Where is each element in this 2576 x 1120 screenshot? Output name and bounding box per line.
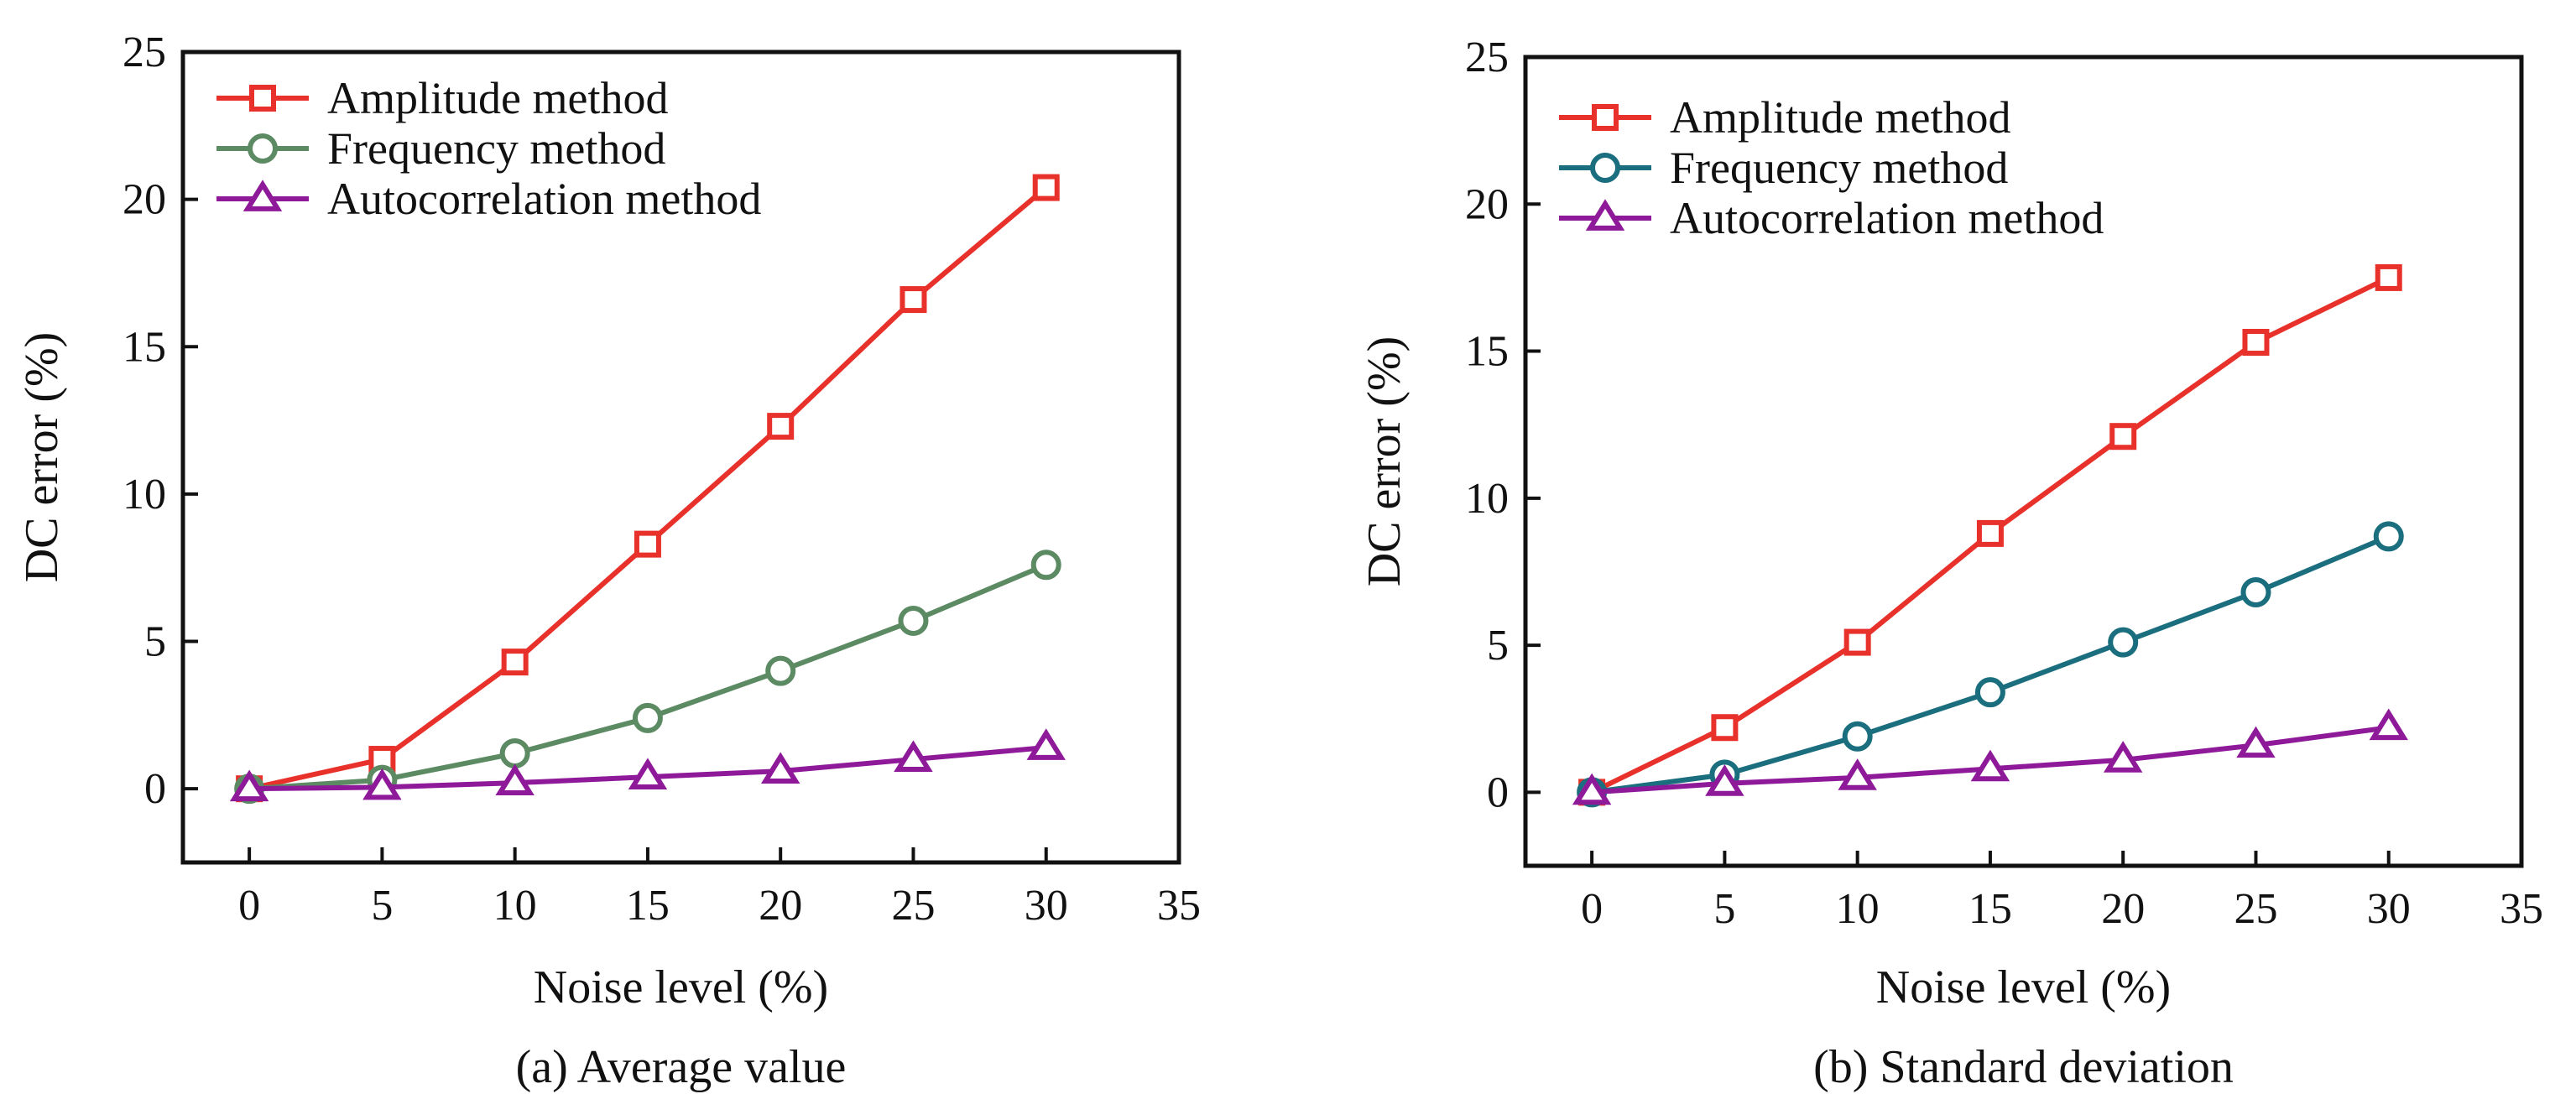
data-point	[2103, 741, 2143, 773]
y-tick-label: 0	[1487, 768, 1509, 816]
data-point	[1842, 721, 1873, 752]
y-tick-label: 10	[123, 471, 166, 518]
data-point	[499, 738, 530, 769]
data-point	[1705, 764, 1744, 796]
y-tick-label: 15	[123, 323, 166, 371]
legend-marker	[1585, 199, 1625, 231]
series-autocorrelation-method	[1572, 708, 2408, 805]
data-point	[1030, 550, 1061, 581]
x-tick-label: 25	[891, 882, 935, 930]
series-line	[248, 185, 1048, 792]
y-tick-label: 15	[1465, 328, 1509, 376]
series-amplitude-method	[236, 174, 1060, 803]
x-tick-label: 25	[2234, 885, 2277, 933]
series-amplitude-method	[1578, 263, 2402, 806]
data-point	[1572, 773, 1612, 805]
data-point	[2369, 708, 2408, 741]
data-point	[501, 649, 529, 676]
plot-frame	[180, 49, 1181, 865]
x-tick-label: 20	[759, 882, 802, 930]
x-tick-label: 0	[1581, 885, 1603, 933]
data-point	[898, 605, 929, 636]
legend-label: Frequency method	[1670, 143, 2008, 193]
x-axis-title: Noise level (%)	[1876, 961, 2171, 1013]
data-point	[2236, 726, 2276, 758]
data-point	[765, 655, 796, 686]
legend-label: Amplitude method	[1670, 92, 2010, 143]
x-tick-label: 30	[1025, 882, 1068, 930]
y-tick-label: 10	[1465, 475, 1509, 523]
data-point	[2373, 521, 2404, 552]
x-tick-label: 5	[371, 882, 393, 930]
panel-caption: (b) Standard deviation	[1813, 1041, 2234, 1093]
plot-frame	[1523, 55, 2524, 868]
x-tick-label: 35	[1157, 882, 1201, 930]
data-point	[2375, 263, 2402, 291]
x-tick-label: 10	[493, 882, 537, 930]
data-point	[1976, 519, 2004, 547]
legend-marker	[1590, 153, 1620, 183]
series-autocorrelation-method	[229, 728, 1066, 802]
data-point	[1974, 677, 2005, 708]
legend-marker	[249, 85, 276, 112]
data-point	[1026, 728, 1066, 760]
data-point	[1838, 758, 1877, 790]
data-point	[2242, 329, 2270, 357]
x-tick-label: 5	[1713, 885, 1735, 933]
y-tick-label: 5	[1487, 622, 1509, 669]
y-tick-label: 20	[123, 176, 166, 224]
y-tick-label: 25	[123, 29, 166, 76]
x-tick-label: 0	[238, 882, 260, 930]
y-tick-label: 0	[144, 765, 166, 813]
data-point	[632, 702, 663, 733]
data-point	[760, 752, 800, 784]
y-tick-label: 5	[144, 618, 166, 666]
data-point	[628, 758, 668, 790]
legend-marker	[248, 133, 278, 164]
legend-label: Autocorrelation method	[327, 174, 761, 224]
data-point	[2108, 627, 2139, 658]
data-point	[767, 413, 795, 440]
legend-label: Frequency method	[327, 123, 665, 174]
data-point	[229, 769, 269, 802]
y-axis-title: DC error (%)	[1358, 336, 1411, 587]
x-tick-label: 15	[626, 882, 670, 930]
data-point	[362, 768, 402, 800]
y-tick-label: 25	[1465, 34, 1509, 81]
x-tick-label: 35	[2500, 885, 2543, 933]
data-point	[894, 740, 933, 772]
legend-label: Autocorrelation method	[1670, 193, 2104, 243]
data-point	[2109, 423, 2137, 451]
chart-panel-a: 0 5 10 15 20 25 30 35 0 5 10 15 20 25 Noise level (%) D…	[16, 29, 1201, 1093]
chart-panel-b: 0 5 10 15 20 25 30 35 0 5 10 15 20 25 Noise level (%) D…	[1358, 34, 2543, 1093]
y-tick-label: 20	[1465, 180, 1509, 228]
data-point	[1711, 714, 1739, 742]
panel-caption: (a) Average value	[516, 1041, 847, 1093]
data-point	[1843, 628, 1871, 656]
data-point	[1970, 749, 2010, 782]
x-tick-label: 15	[1969, 885, 2012, 933]
x-tick-label: 10	[1836, 885, 1880, 933]
legend-marker	[242, 180, 283, 211]
x-axis-title: Noise level (%)	[534, 961, 828, 1013]
x-tick-label: 30	[2367, 885, 2411, 933]
legend-label: Amplitude method	[327, 73, 668, 123]
data-point	[495, 763, 534, 796]
y-axis-title: DC error (%)	[16, 332, 68, 583]
data-point	[1032, 174, 1060, 201]
data-point	[2240, 576, 2271, 607]
x-tick-label: 20	[2101, 885, 2145, 933]
data-point	[900, 286, 927, 314]
data-point	[634, 530, 661, 558]
legend-marker	[1592, 104, 1619, 131]
